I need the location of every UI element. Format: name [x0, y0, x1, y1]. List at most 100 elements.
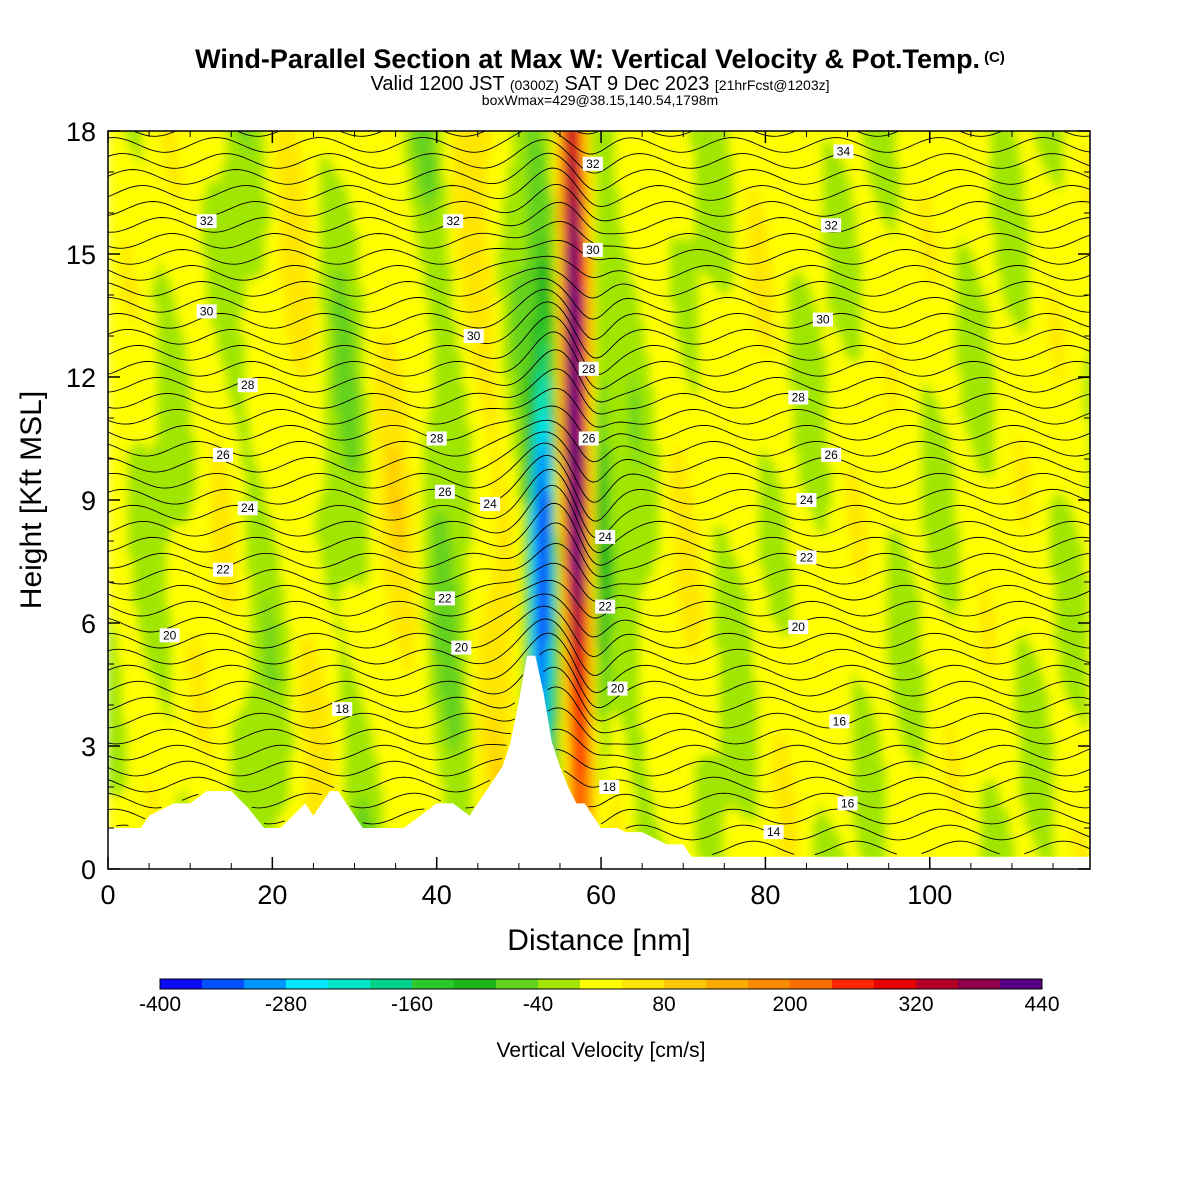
colorbar-swatch: [958, 979, 1001, 989]
colorbar-swatch: [496, 979, 539, 989]
colorbar-swatch: [202, 979, 245, 989]
theta-isoline: [108, 152, 1090, 192]
colorbar-swatch: [706, 979, 749, 989]
theta-isoline: [108, 728, 1090, 761]
contour-label: 24: [480, 497, 501, 512]
forecast-info: [21hrFcst@1203z]: [714, 77, 830, 93]
contour-label-text: 32: [824, 218, 838, 232]
colorbar-swatch: [664, 979, 707, 989]
contour-label: 28: [578, 361, 599, 376]
contour-label-text: 24: [241, 501, 255, 515]
y-tick-label: 15: [66, 240, 96, 270]
contour-label-text: 26: [438, 485, 452, 499]
contour-label-text: 32: [200, 214, 214, 228]
colorbar-tick-label: -400: [139, 993, 181, 1016]
contour-label-text: 22: [800, 550, 814, 564]
y-tick-label: 9: [81, 486, 96, 516]
contour-label-text: 26: [824, 448, 838, 462]
colorbar-swatch: [1000, 979, 1043, 989]
theta-isoline: [108, 349, 1090, 403]
contour-label: 32: [196, 214, 217, 229]
axes: 0 20 40 60 80 100 0 3 6 9 12 15 18 Distance [nm] Heigh…: [15, 117, 1091, 957]
colorbar-swatch: [412, 979, 455, 989]
y-tick-label: 18: [66, 117, 96, 147]
colorbar-swatch: [244, 979, 287, 989]
colorbar-tick-label: -280: [265, 993, 307, 1016]
contour-label: 16: [837, 796, 858, 811]
copyright-mark: (C): [984, 49, 1005, 66]
theta-isoline: [108, 201, 1090, 235]
valid-date: SAT 9 Dec 2023: [564, 73, 710, 95]
x-tick-label: 60: [586, 880, 616, 910]
contour-label-text: 26: [582, 432, 596, 446]
colorbar-swatch: [454, 979, 497, 989]
contour-label: 24: [595, 529, 616, 544]
contour-label-text: 30: [816, 313, 830, 327]
x-axis-label: Distance [nm]: [507, 924, 690, 957]
contour-label: 20: [788, 620, 809, 635]
contour-label-text: 32: [586, 157, 600, 171]
contour-label-text: 18: [336, 702, 350, 716]
colorbar-swatch: [832, 979, 875, 989]
chart-title-main: Wind-Parallel Section at Max W: Vertical…: [195, 44, 981, 74]
theta-isoline: [108, 255, 1090, 281]
theta-isoline: [108, 522, 1090, 578]
contour-label-text: 20: [792, 620, 806, 634]
contour-label-text: 24: [598, 530, 612, 544]
colorbar-swatch: [748, 979, 791, 989]
theta-isoline: [108, 808, 1090, 825]
theta-isoline: [108, 648, 1090, 709]
contour-label-text: 18: [603, 780, 617, 794]
theta-isoline: [108, 792, 1090, 809]
contour-label-text: 26: [216, 448, 230, 462]
colorbar-swatch: [580, 979, 623, 989]
contour-label: 22: [434, 591, 455, 606]
contour-label: 32: [821, 218, 842, 233]
contour-label-text: 34: [837, 145, 851, 159]
theta-isoline: [108, 542, 1090, 589]
contour-label: 28: [788, 390, 809, 405]
contour-label: 22: [796, 550, 817, 565]
plot-area: 34 32 32 32 32 30 30 30 30 28 28 28 28 26 26 26 26 24 24 24…: [108, 131, 1090, 869]
x-tick-label: 80: [750, 880, 780, 910]
x-tick-label: 100: [907, 880, 952, 910]
contour-label-text: 20: [455, 641, 469, 655]
x-tick-label: 20: [257, 880, 287, 910]
contour-label: 34: [833, 144, 854, 159]
contour-label: 18: [332, 702, 353, 717]
theta-isoline: [108, 442, 1090, 503]
theta-isoline: [108, 632, 1090, 694]
theta-isoline: [108, 139, 1090, 174]
contour-label-text: 14: [767, 825, 781, 839]
theta-isoline: [108, 289, 1090, 340]
theta-isoline: [108, 618, 1090, 676]
colorbar-tick-label: -160: [391, 993, 433, 1016]
colorbar-swatch: [538, 979, 581, 989]
contour-label: 30: [812, 312, 833, 327]
contour-label-text: 22: [438, 591, 452, 605]
theta-isoline: [108, 368, 1090, 415]
colorbar-swatch: [622, 979, 665, 989]
colorbar-tick-label: 440: [1024, 993, 1059, 1016]
contour-label: 14: [763, 825, 784, 840]
theta-isoline: [108, 593, 1090, 638]
theta-isoline: [108, 239, 1090, 265]
contour-label-text: 28: [430, 432, 444, 446]
colorbar-swatch: [286, 979, 329, 989]
y-tick-label: 0: [81, 855, 96, 885]
contour-label: 20: [451, 640, 472, 655]
contour-label: 20: [607, 681, 628, 696]
box-info-line: boxWmax=429@38.15,140.54,1798m: [481, 92, 719, 108]
theta-isoline: [108, 502, 1090, 566]
theta-isoline: [108, 301, 1090, 359]
contour-label-text: 30: [586, 243, 600, 257]
contour-label: 16: [829, 714, 850, 729]
colorbar-tick-label: 200: [772, 993, 807, 1016]
contour-label-text: 16: [841, 796, 855, 810]
theta-isoline: [108, 315, 1090, 376]
theta-isoline: [108, 454, 1090, 522]
contour-label: 30: [196, 304, 217, 319]
theta-isoline: [108, 387, 1090, 428]
contour-label: 18: [599, 780, 620, 794]
